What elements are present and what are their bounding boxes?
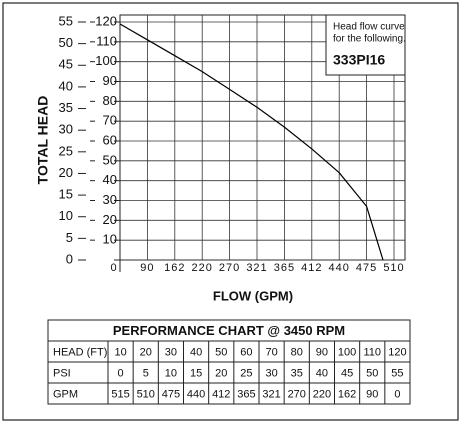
y-tick-label: 50 <box>103 152 117 167</box>
y-tick-label: 90 <box>103 73 117 88</box>
y2-tick-label: 15 <box>59 187 73 202</box>
table-cell: 15 <box>190 367 202 379</box>
y-tick-label: 100 <box>95 53 117 68</box>
y2-tick-label: 5 <box>66 230 73 245</box>
x-tick-label: 321 <box>246 262 267 274</box>
x-tick-label: 270 <box>219 262 240 274</box>
y2-tick-label: 0 <box>66 251 73 266</box>
table-cell: 55 <box>391 367 403 379</box>
y-tick-label: 110 <box>96 33 117 48</box>
y-axis-title: TOTAL HEAD <box>35 96 51 185</box>
table-cell: 20 <box>140 346 152 358</box>
table-cell: 50 <box>215 346 227 358</box>
table-cell: 40 <box>190 346 202 358</box>
table-cell: 5 <box>143 367 149 379</box>
table-cell: 80 <box>291 346 303 358</box>
table-cell: PSI <box>53 367 71 379</box>
table-cell: 100 <box>338 346 356 358</box>
table-cell: 270 <box>288 388 306 400</box>
y-tick-label: 120 <box>95 13 117 28</box>
x-tick-label: 0 <box>110 262 117 274</box>
x-tick-label: 440 <box>329 262 350 274</box>
annotation-line: for the following. <box>333 34 406 45</box>
x-tick-label: 365 <box>274 262 295 274</box>
x-tick-label: 90 <box>140 262 154 274</box>
table-cell: 515 <box>111 388 129 400</box>
table-cell: 20 <box>215 367 227 379</box>
head-curve <box>119 23 384 261</box>
table-cell: 90 <box>316 346 328 358</box>
table-cell: 321 <box>262 388 280 400</box>
table-cell: 40 <box>316 367 328 379</box>
y-tick-label: 70 <box>103 113 117 128</box>
table-cell: GPM <box>53 388 78 400</box>
table-cell: 60 <box>240 346 252 358</box>
x-axis-title: FLOW (GPM) <box>213 288 293 303</box>
frame <box>2 2 459 421</box>
performance-table: PERFORMANCE CHART @ 3450 RPM HEAD (FT) 10 2… <box>47 319 411 405</box>
table-cell: HEAD (FT) <box>53 346 107 358</box>
curve-layer <box>119 23 384 261</box>
table-cell: 35 <box>291 367 303 379</box>
annotation-line: Head flow curve <box>333 22 405 33</box>
y2-tick-label: 20 <box>59 165 73 180</box>
table-title: PERFORMANCE CHART @ 3450 RPM <box>113 323 345 338</box>
table-cell: 220 <box>313 388 331 400</box>
x-tick-label: 510 <box>383 262 404 274</box>
table-cell: 10 <box>114 346 126 358</box>
table-cell: 440 <box>187 388 205 400</box>
y-tick-label: 20 <box>103 212 117 227</box>
annotation-box <box>325 14 406 76</box>
table-cell: 162 <box>338 388 356 400</box>
table-cell: 45 <box>341 367 353 379</box>
y2-tick-label: 50 <box>59 35 73 50</box>
table-cell: 50 <box>366 367 378 379</box>
table-cell: 365 <box>237 388 255 400</box>
y2-tick-label: 30 <box>59 122 73 137</box>
x-tick-label: 162 <box>164 262 185 274</box>
y2-tick-label: 10 <box>59 208 73 223</box>
table-cell: 30 <box>165 346 177 358</box>
table-cell: 110 <box>363 346 381 358</box>
y2-tick-label: 55 <box>59 13 73 28</box>
y2-tick-label: 40 <box>59 78 73 93</box>
grid <box>78 15 405 272</box>
table-cell: 30 <box>265 367 277 379</box>
y-tick-label: 60 <box>103 132 117 147</box>
x-tick-label: 412 <box>301 262 322 274</box>
x-tick-label: 475 <box>356 262 377 274</box>
y2-tick-label: 35 <box>59 100 73 115</box>
y-tick-label: 30 <box>103 192 117 207</box>
y-tick-label: 10 <box>103 232 117 247</box>
x-tick-label: 220 <box>192 262 213 274</box>
table-cell: 510 <box>137 388 155 400</box>
table-cell: 10 <box>165 367 177 379</box>
y-tick-label: 40 <box>103 172 117 187</box>
table-cell: 25 <box>240 367 252 379</box>
table-cell: 0 <box>118 367 124 379</box>
table-cell: 412 <box>212 388 230 400</box>
y-tick-label: 80 <box>103 93 117 108</box>
y2-tick-label: 45 <box>59 57 73 72</box>
model-label: 333PI16 <box>333 52 385 68</box>
table-cell: 0 <box>394 388 400 400</box>
table-cell: 90 <box>366 388 378 400</box>
table-cell: 475 <box>162 388 180 400</box>
table-cell: 120 <box>388 346 406 358</box>
y2-tick-label: 25 <box>59 143 73 158</box>
table-cell: 70 <box>265 346 277 358</box>
